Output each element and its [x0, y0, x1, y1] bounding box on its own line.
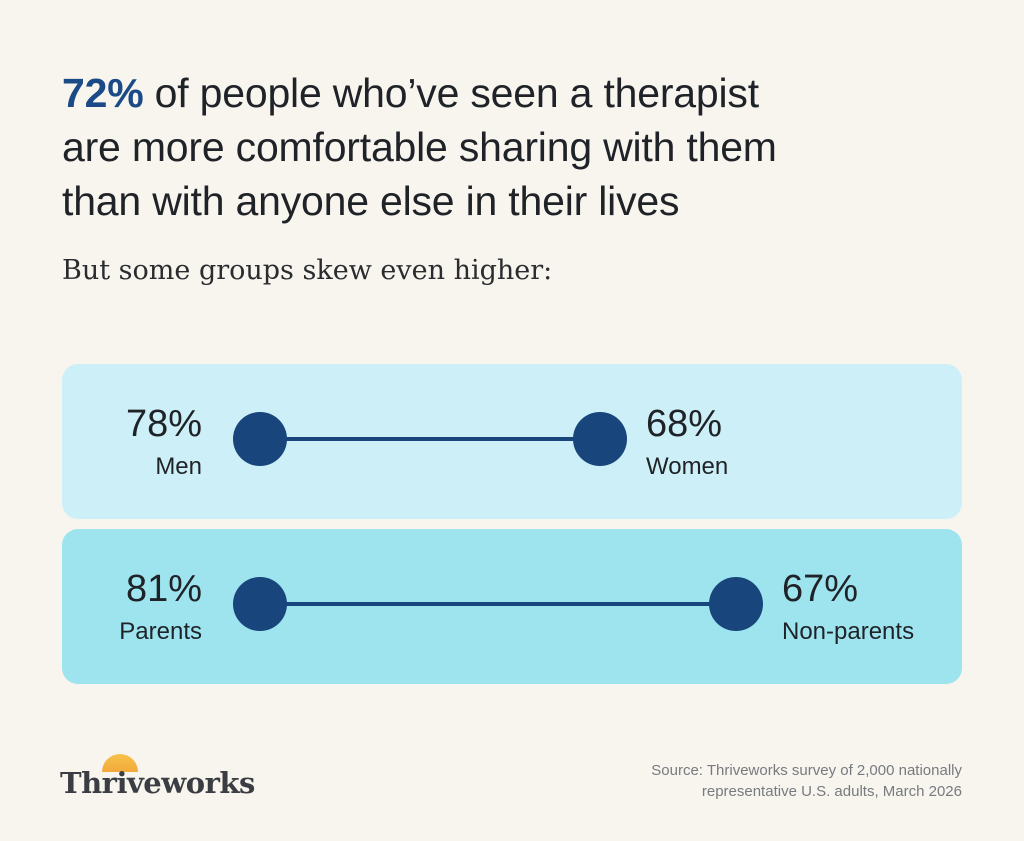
value-right: 68%	[646, 403, 723, 445]
headline-line3: than with anyone else in their lives	[62, 178, 680, 224]
panel-row-1: 81% Parents 67% Non-parents	[62, 529, 962, 684]
value-left: 81%	[125, 568, 202, 610]
dumbbell-dot-right	[573, 412, 627, 466]
headline-line2: are more comfortable sharing with them	[62, 124, 777, 170]
source-note: Source: Thriveworks survey of 2,000 nati…	[542, 760, 962, 802]
dumbbell-dot-left	[233, 412, 287, 466]
source-line2: representative U.S. adults, March 2026	[701, 783, 962, 800]
label-left: Parents	[119, 618, 202, 645]
label-right: Non-parents	[782, 618, 915, 645]
headline-line1: of people who’ve seen a therapist	[143, 70, 759, 116]
headline-highlight: 72%	[62, 70, 144, 116]
logo: Thriveworks	[60, 746, 260, 806]
sun-rising-icon	[102, 754, 138, 772]
source-line1: Source: Thriveworks survey of 2,000 nati…	[651, 762, 962, 779]
value-left: 78%	[125, 403, 202, 445]
label-left: Men	[155, 453, 202, 480]
logo-wordmark: Thriveworks	[60, 766, 255, 800]
subtitle: But some groups skew even higher:	[62, 255, 553, 286]
value-right: 67%	[782, 568, 859, 610]
panel-row-0: 78% Men 68% Women	[62, 364, 962, 519]
dumbbell-dot-left	[233, 577, 287, 631]
headline: 72% of people who’ve seen a therapist are…	[62, 66, 962, 228]
dumbbell-svg-1	[233, 577, 763, 631]
dumbbell-dot-right	[709, 577, 763, 631]
label-right: Women	[646, 453, 729, 480]
dumbbell-svg-0	[233, 412, 627, 466]
